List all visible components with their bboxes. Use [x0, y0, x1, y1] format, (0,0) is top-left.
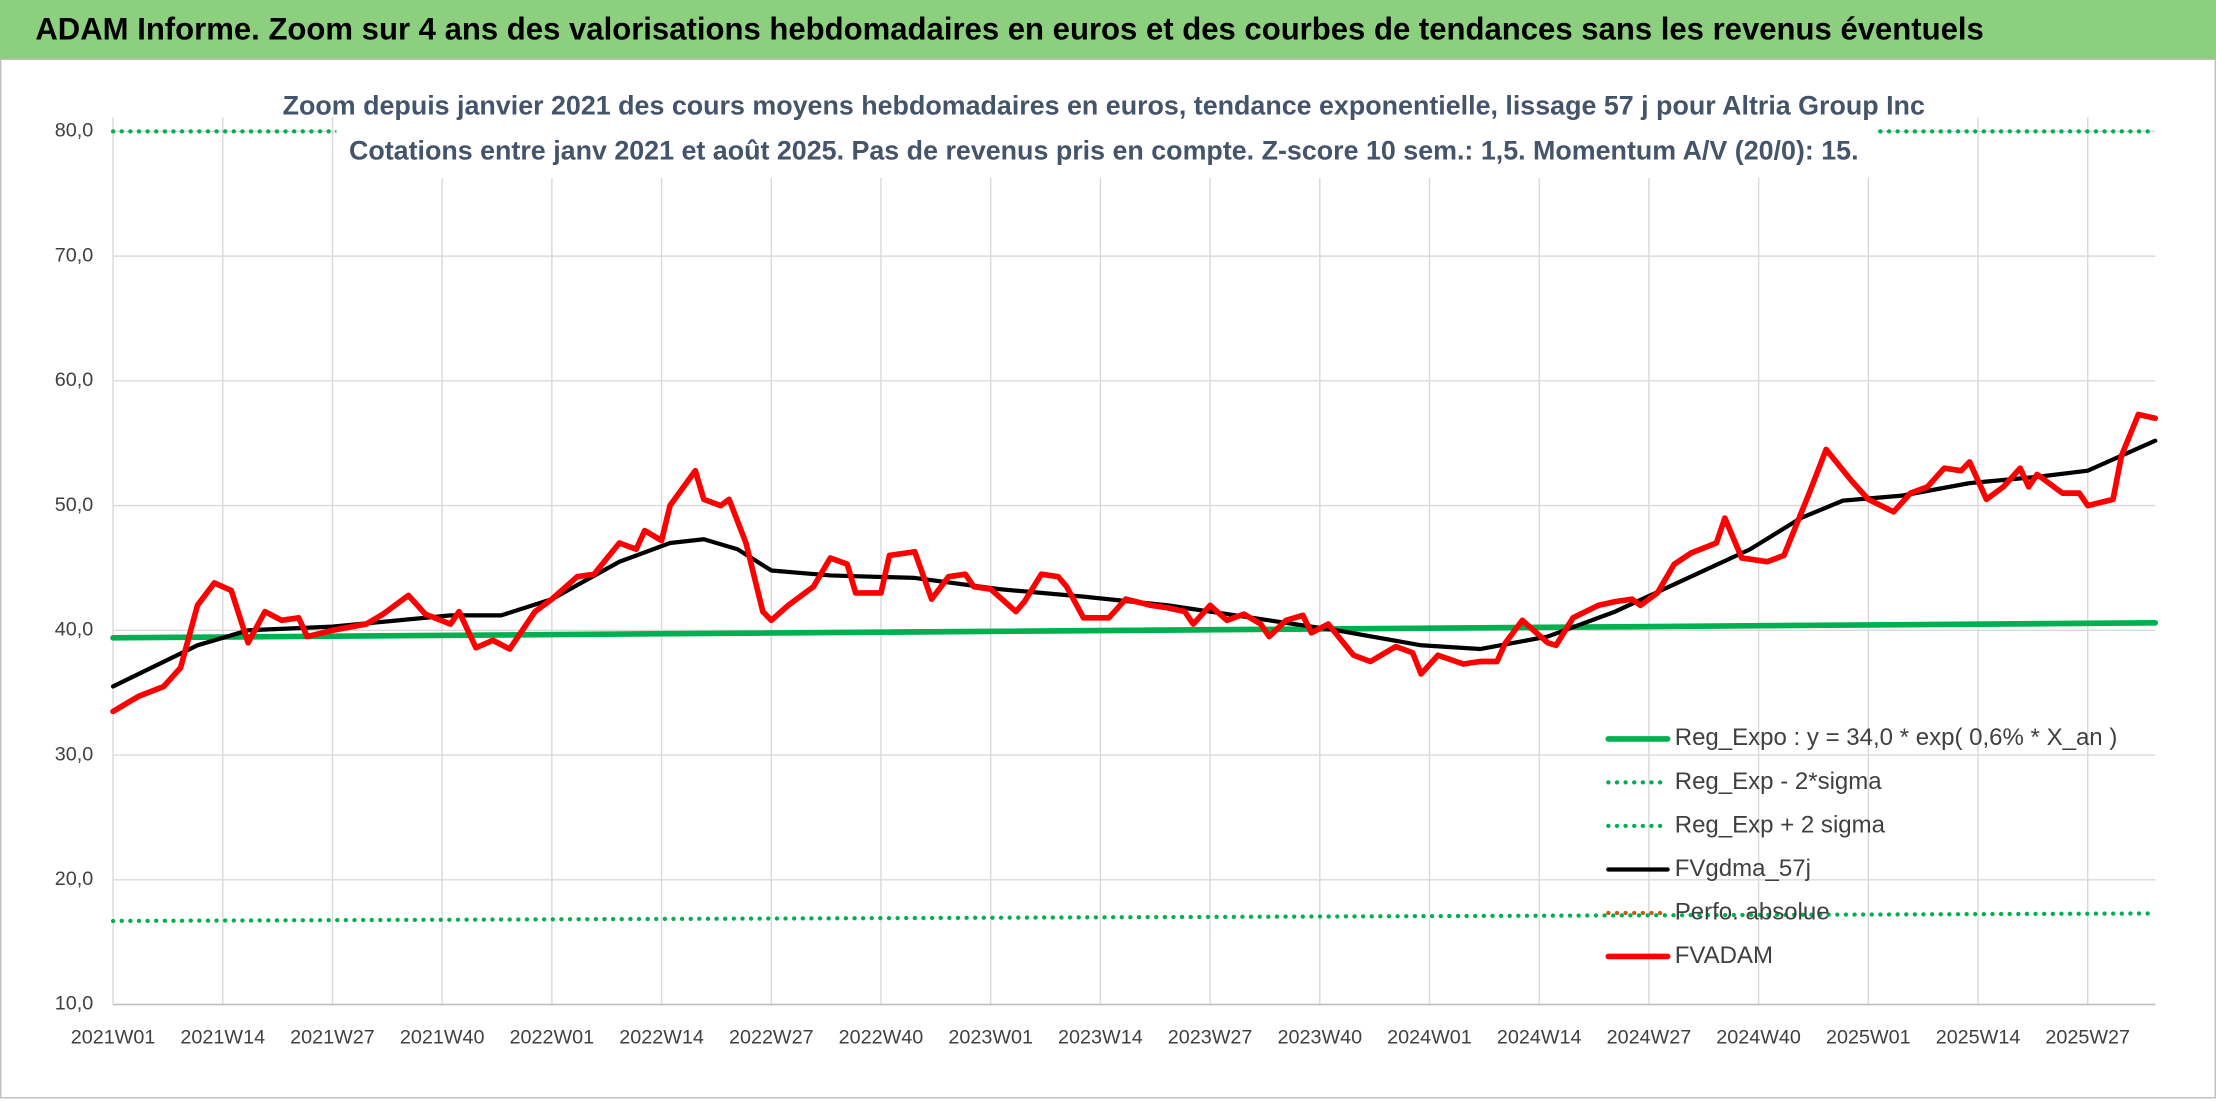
y-tick-label: 40,0 [55, 619, 93, 641]
x-tick-label: 2022W01 [510, 1027, 595, 1049]
x-tick-label: 2021W40 [400, 1027, 485, 1049]
y-tick-label: 20,0 [55, 868, 93, 890]
x-tick-label: 2024W40 [1716, 1027, 1801, 1049]
x-tick-label: 2021W27 [290, 1027, 375, 1049]
title-backdrop [336, 81, 1877, 179]
x-tick-label: 2025W14 [1936, 1027, 2021, 1049]
legend-label: Reg_Exp - 2*sigma [1675, 768, 1883, 795]
legend-label: FVADAM [1675, 942, 1773, 969]
banner-title: ADAM Informe. Zoom sur 4 ans des valoris… [35, 11, 1984, 46]
legend-label: FVgdma_57j [1675, 855, 1811, 882]
y-tick-label: 30,0 [55, 743, 93, 765]
y-tick-label: 50,0 [55, 494, 93, 516]
x-tick-label: 2023W27 [1168, 1027, 1253, 1049]
x-tick-label: 2022W40 [839, 1027, 924, 1049]
y-tick-label: 70,0 [55, 244, 93, 266]
x-tick-label: 2021W14 [180, 1027, 265, 1049]
series-line [110, 620, 2159, 641]
y-tick-label: 60,0 [55, 369, 93, 391]
legend-label: Perfo. absolue [1675, 898, 1830, 925]
x-tick-label: 2022W14 [619, 1027, 704, 1049]
chart-subtitle: Cotations entre janv 2021 et août 2025. … [349, 136, 1859, 166]
chart-title: Zoom depuis janvier 2021 des cours moyen… [283, 90, 1925, 120]
y-tick-label: 80,0 [55, 120, 93, 142]
y-tick-label: 10,0 [55, 993, 93, 1015]
x-tick-label: 2024W01 [1387, 1027, 1472, 1049]
x-tick-label: 2025W27 [2045, 1027, 2130, 1049]
x-tick-label: 2025W01 [1826, 1027, 1911, 1049]
chart-border [0, 58, 2216, 1099]
legend-label: Reg_Exp + 2 sigma [1675, 811, 1886, 838]
x-tick-label: 2022W27 [729, 1027, 814, 1049]
x-tick-label: 2024W27 [1607, 1027, 1692, 1049]
x-tick-label: 2023W40 [1277, 1027, 1362, 1049]
x-tick-label: 2023W01 [948, 1027, 1033, 1049]
legend-label: Reg_Expo : y = 34,0 * exp( 0,6% * X_an ) [1675, 724, 2118, 751]
banner [0, 0, 2216, 60]
x-tick-label: 2021W01 [71, 1027, 156, 1049]
series-line [110, 411, 2159, 715]
x-tick-label: 2023W14 [1058, 1027, 1143, 1049]
x-tick-label: 2024W14 [1497, 1027, 1582, 1049]
